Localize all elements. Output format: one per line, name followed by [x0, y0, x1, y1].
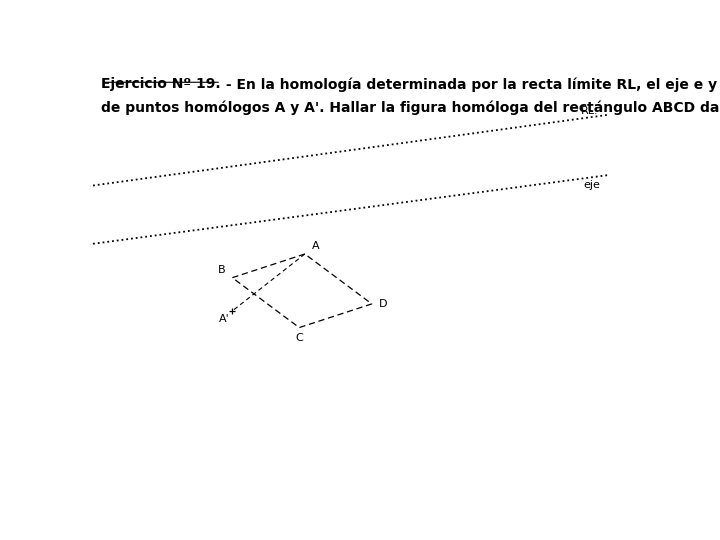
Text: D: D: [379, 299, 387, 309]
Text: B: B: [217, 265, 225, 275]
Text: C: C: [295, 333, 303, 343]
Text: A': A': [220, 314, 230, 323]
Text: eje: eje: [584, 180, 600, 191]
Text: - En la homología determinada por la recta límite RL, el eje e y un par: - En la homología determinada por la rec…: [221, 77, 720, 92]
Text: de puntos homólogos A y A'. Hallar la figura homóloga del rectángulo ABCD dado.: de puntos homólogos A y A'. Hallar la fi…: [101, 100, 720, 114]
Text: A: A: [312, 241, 320, 251]
Text: RL.: RL.: [581, 105, 598, 116]
Text: Ejercicio Nº 19.: Ejercicio Nº 19.: [101, 77, 221, 91]
